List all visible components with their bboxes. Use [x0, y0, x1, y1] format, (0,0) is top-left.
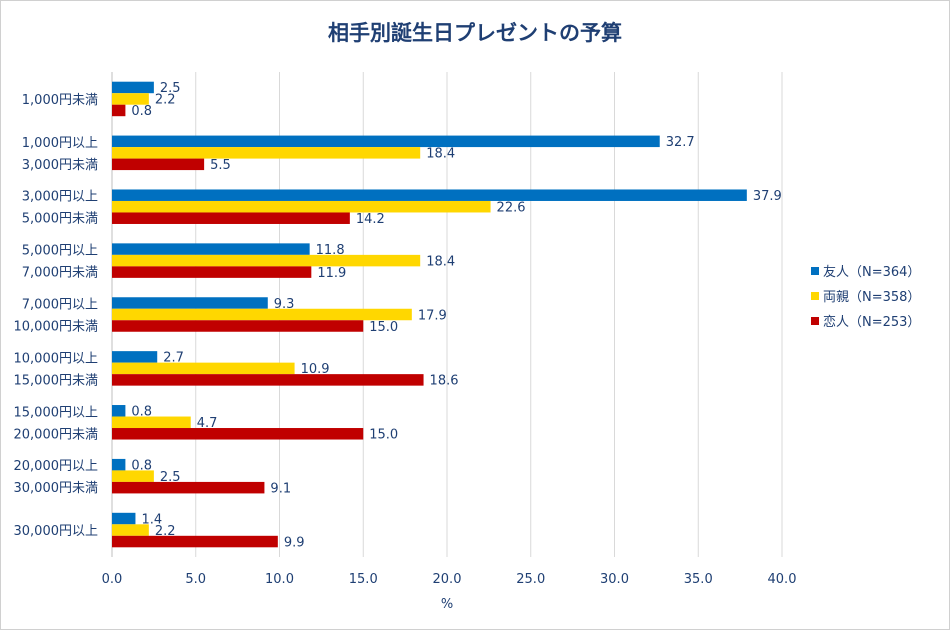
category-label: 10,000円未満 [14, 320, 99, 335]
bar [112, 470, 154, 482]
data-label: 2.5 [160, 470, 181, 485]
data-label: 15.0 [369, 428, 398, 443]
x-tick-label: 5.0 [185, 572, 206, 587]
x-tick-label: 35.0 [684, 572, 713, 587]
data-label: 37.9 [753, 189, 782, 204]
bar [112, 524, 149, 536]
data-label: 0.8 [131, 405, 152, 420]
bar [112, 374, 424, 386]
category-label: 3,000円以上 [22, 190, 98, 205]
category-label: 1,000円以上 [22, 136, 98, 151]
legend-label: 友人（N=364） [823, 264, 920, 280]
data-label: 10.9 [301, 362, 330, 377]
data-label: 9.1 [270, 481, 291, 496]
bar [112, 243, 310, 255]
data-label: 0.8 [131, 104, 152, 119]
x-tick-label: 0.0 [102, 572, 123, 587]
data-labels: 2.52.20.832.718.45.537.922.614.211.818.4… [131, 81, 781, 550]
bars [112, 81, 747, 548]
data-label: 17.9 [418, 308, 447, 323]
x-tick-label: 40.0 [768, 572, 797, 587]
category-labels: 1,000円未満 1,000円以上 3,000円未満 3,000円以上 5,000円未満… [14, 93, 99, 539]
chart-title: 相手別誕生日プレゼントの予算 [328, 21, 622, 45]
bar [112, 200, 491, 213]
x-tick-label: 15.0 [349, 572, 378, 587]
bar [112, 535, 278, 548]
category-label: 7,000円未満 [22, 266, 98, 281]
data-label: 9.3 [274, 297, 295, 312]
bar [112, 458, 126, 471]
x-tick-label: 25.0 [516, 572, 545, 587]
bar [112, 428, 364, 440]
bar [112, 266, 312, 278]
category-label: 5,000円以上 [22, 244, 98, 259]
x-tick-label: 30.0 [600, 572, 629, 587]
category-label: 7,000円以上 [22, 298, 98, 313]
data-label: 4.7 [197, 416, 218, 431]
category-label: 20,000円未満 [14, 427, 99, 442]
data-label: 2.2 [155, 93, 176, 108]
category-label: 15,000円未満 [14, 373, 99, 388]
x-tick-labels: 0.0 5.0 10.0 15.0 20.0 25.0 30.0 35.0 40.0 [102, 572, 797, 587]
data-label: 2.7 [163, 351, 184, 366]
bar [112, 135, 660, 148]
x-tick-label: 10.0 [265, 572, 294, 587]
data-label: 2.2 [155, 524, 176, 539]
data-label: 32.7 [666, 135, 695, 150]
x-axis-label: % [441, 597, 453, 612]
bar [112, 481, 265, 494]
category-label: 30,000円未満 [14, 481, 99, 496]
legend-label: 両親（N=358） [823, 290, 920, 305]
data-label: 0.8 [131, 458, 152, 473]
bar [112, 212, 350, 224]
legend-swatch [811, 267, 819, 275]
bar [112, 297, 268, 309]
data-label: 11.8 [316, 243, 345, 258]
bar [112, 308, 412, 321]
bar [112, 512, 136, 525]
bar [112, 351, 158, 363]
data-label: 2.5 [160, 81, 181, 96]
data-label: 18.4 [426, 254, 455, 269]
x-tick-label: 20.0 [433, 572, 462, 587]
data-label: 11.9 [317, 266, 346, 281]
bar [112, 416, 191, 429]
data-label: 15.0 [369, 320, 398, 335]
category-label: 15,000円以上 [14, 405, 99, 420]
data-label: 5.5 [210, 158, 231, 173]
bar [112, 362, 295, 375]
legend-swatch [811, 292, 819, 300]
legend-swatch [811, 317, 819, 325]
data-label: 22.6 [497, 200, 526, 215]
bar [112, 189, 747, 201]
data-label: 1.4 [141, 512, 162, 527]
category-label: 5,000円未満 [22, 212, 98, 227]
bar [112, 104, 126, 117]
legend-label: 恋人（N=253） [823, 314, 920, 330]
category-label: 3,000円未満 [22, 158, 98, 173]
bar [112, 93, 149, 105]
bar [112, 147, 421, 159]
bar [112, 158, 205, 171]
category-label: 10,000円以上 [14, 351, 99, 366]
bar [112, 81, 154, 94]
data-label: 18.4 [426, 147, 455, 162]
bar [112, 320, 364, 332]
bar [112, 254, 421, 267]
legend: 友人（N=364） 両親（N=358） 恋人（N=253） [811, 264, 920, 330]
category-label: 20,000円以上 [14, 459, 99, 474]
category-label: 1,000円未満 [22, 93, 98, 108]
bar [112, 405, 126, 417]
category-label: 30,000円以上 [14, 524, 99, 539]
data-label: 18.6 [430, 374, 459, 389]
data-label: 14.2 [356, 212, 385, 227]
data-label: 9.9 [284, 535, 305, 550]
